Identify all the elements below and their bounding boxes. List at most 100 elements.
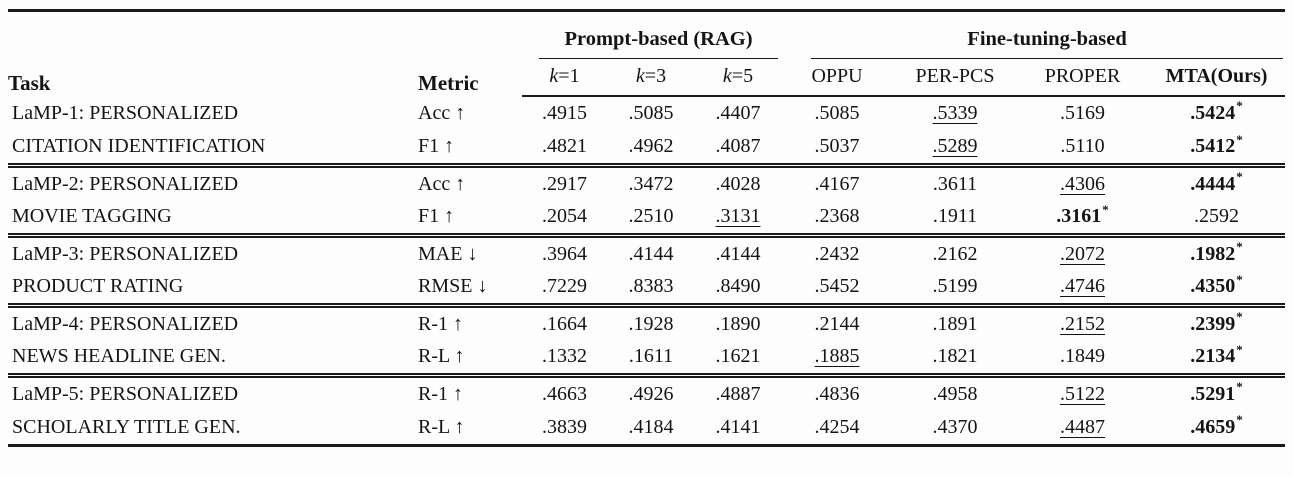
significance-star: *: [1236, 239, 1243, 255]
value-text: .4254: [814, 415, 860, 438]
task-name-line: NEWS HEADLINE GEN.: [12, 345, 226, 368]
value-text: .2399: [1190, 312, 1236, 335]
table-row: PRODUCT RATING RMSE ↓ .7229 .8383 .8490 .5452…: [8, 271, 1285, 306]
value-text: .8490: [715, 275, 761, 298]
value-cell: .3161*: [1017, 201, 1148, 236]
value-cell: .1332: [522, 341, 607, 376]
value-cell: .2162: [893, 233, 1018, 271]
table-row: MOVIE TAGGING F1 ↑ .2054 .2510 .3131 .2368 .19…: [8, 201, 1285, 236]
task-name-line: CITATION IDENTIFICATION: [12, 135, 266, 158]
value-cell: .5037: [781, 131, 893, 166]
value-text: .4407: [715, 102, 761, 124]
value-text: .1885: [814, 345, 860, 368]
value-cell: .4350*: [1148, 271, 1285, 306]
table-row: NEWS HEADLINE GEN. R-L ↑ .1332 .1611 .1621 .1…: [8, 341, 1285, 376]
metric-label: MAE ↓: [418, 233, 522, 271]
value-cell: .5085: [781, 96, 893, 131]
table-row: LaMP-3: PERSONALIZED MAE ↓ .3964 .4144 .4144…: [8, 233, 1286, 271]
significance-star: *: [1236, 309, 1243, 325]
value-cell: .5339: [893, 96, 1017, 131]
table-row: LaMP-4: PERSONALIZED R-1 ↑ .1664 .1928 .1890…: [8, 303, 1286, 341]
metric-label: Acc ↑: [418, 101, 466, 124]
task-name-line: LaMP-5: PERSONALIZED: [8, 373, 418, 411]
significance-star: *: [1236, 131, 1243, 147]
value-text: .3131: [715, 205, 761, 228]
value-text: .5122: [1060, 382, 1106, 405]
value-text: .1664: [542, 312, 587, 335]
value-text: .5199: [932, 275, 978, 298]
value-cell: .2399*: [1148, 303, 1286, 341]
value-text: .2144: [814, 312, 860, 335]
task-name-line: LaMP-2: PERSONALIZED: [8, 163, 418, 201]
metric-label: R-1 ↑: [418, 303, 522, 341]
value-text: .7229: [542, 275, 587, 298]
value-cell: .5424*: [1148, 96, 1285, 131]
col-group-fine-tuning-based: Fine-tuning-based: [781, 11, 1285, 59]
value-text: .1621: [715, 345, 761, 368]
value-text: .4028: [715, 172, 761, 195]
value-text: .2592: [1194, 205, 1240, 228]
value-text: .5110: [1060, 135, 1105, 158]
significance-star: *: [1236, 98, 1243, 114]
value-cell: .4254: [781, 411, 893, 446]
value-text: .4821: [542, 135, 587, 158]
value-text: .1821: [932, 345, 978, 368]
value-cell: .8383: [607, 271, 695, 306]
value-cell: .3472: [607, 163, 695, 201]
value-cell: .5122: [1017, 373, 1149, 411]
value-text: .2917: [542, 172, 587, 195]
value-text: .4306: [1060, 172, 1106, 195]
significance-star: *: [1236, 412, 1243, 428]
k-variable: k: [722, 65, 732, 87]
value-cell: .4144: [607, 233, 695, 271]
value-cell: .5169: [1017, 96, 1148, 131]
value-text: .2368: [814, 205, 860, 228]
value-cell: .4407: [695, 96, 781, 131]
value-cell: .1611: [607, 341, 695, 376]
value-cell: .2510: [607, 201, 695, 236]
value-cell: .1821: [893, 341, 1017, 376]
value-text: .5291: [1190, 382, 1236, 405]
value-text: .1849: [1060, 345, 1106, 368]
value-cell: .1885: [781, 341, 893, 376]
value-cell: .2152: [1017, 303, 1149, 341]
value-text: .2162: [932, 242, 978, 265]
task-name-line: SCHOLARLY TITLE GEN.: [12, 415, 241, 438]
value-text: .4659: [1190, 415, 1236, 438]
value-text: .5085: [814, 102, 860, 124]
value-cell: .1621: [695, 341, 781, 376]
value-cell: .2134*: [1148, 341, 1285, 376]
significance-star: *: [1236, 341, 1243, 357]
value-cell: .4958: [893, 373, 1018, 411]
value-cell: .1890: [695, 303, 782, 341]
value-cell: .1849: [1017, 341, 1148, 376]
value-cell: .1928: [607, 303, 695, 341]
value-cell: .5199: [893, 271, 1017, 306]
group-header-prompt-based-rag: Prompt-based (RAG): [539, 28, 779, 59]
value-cell: .4144: [695, 233, 782, 271]
value-cell: .1664: [522, 303, 607, 341]
value-cell: .2368: [781, 201, 893, 236]
value-cell: .4887: [695, 373, 782, 411]
value-cell: .3839: [522, 411, 607, 446]
significance-star: *: [1236, 379, 1243, 395]
value-cell: .8490: [695, 271, 781, 306]
k-variable: k: [549, 65, 559, 87]
value-cell: .4663: [522, 373, 607, 411]
value-cell: .5110: [1017, 131, 1148, 166]
value-text: .2072: [1060, 242, 1106, 265]
value-text: .4444: [1190, 172, 1236, 195]
results-table: Task Metric Prompt-based (RAG) Fine-tuni…: [8, 9, 1286, 447]
task-name-line: LaMP-3: PERSONALIZED: [8, 233, 418, 271]
col-header-metric: Metric: [418, 70, 479, 95]
value-cell: .2432: [781, 233, 894, 271]
metric-label: R-L ↑: [418, 415, 465, 438]
value-text: .4958: [932, 382, 978, 405]
value-cell: .4962: [607, 131, 695, 166]
value-text: .5037: [814, 135, 860, 158]
table-row: SCHOLARLY TITLE GEN. R-L ↑ .3839 .4184 .4141…: [8, 411, 1285, 446]
significance-star: *: [1102, 201, 1109, 217]
value-cell: .4184: [607, 411, 695, 446]
value-text: .4746: [1060, 275, 1106, 298]
